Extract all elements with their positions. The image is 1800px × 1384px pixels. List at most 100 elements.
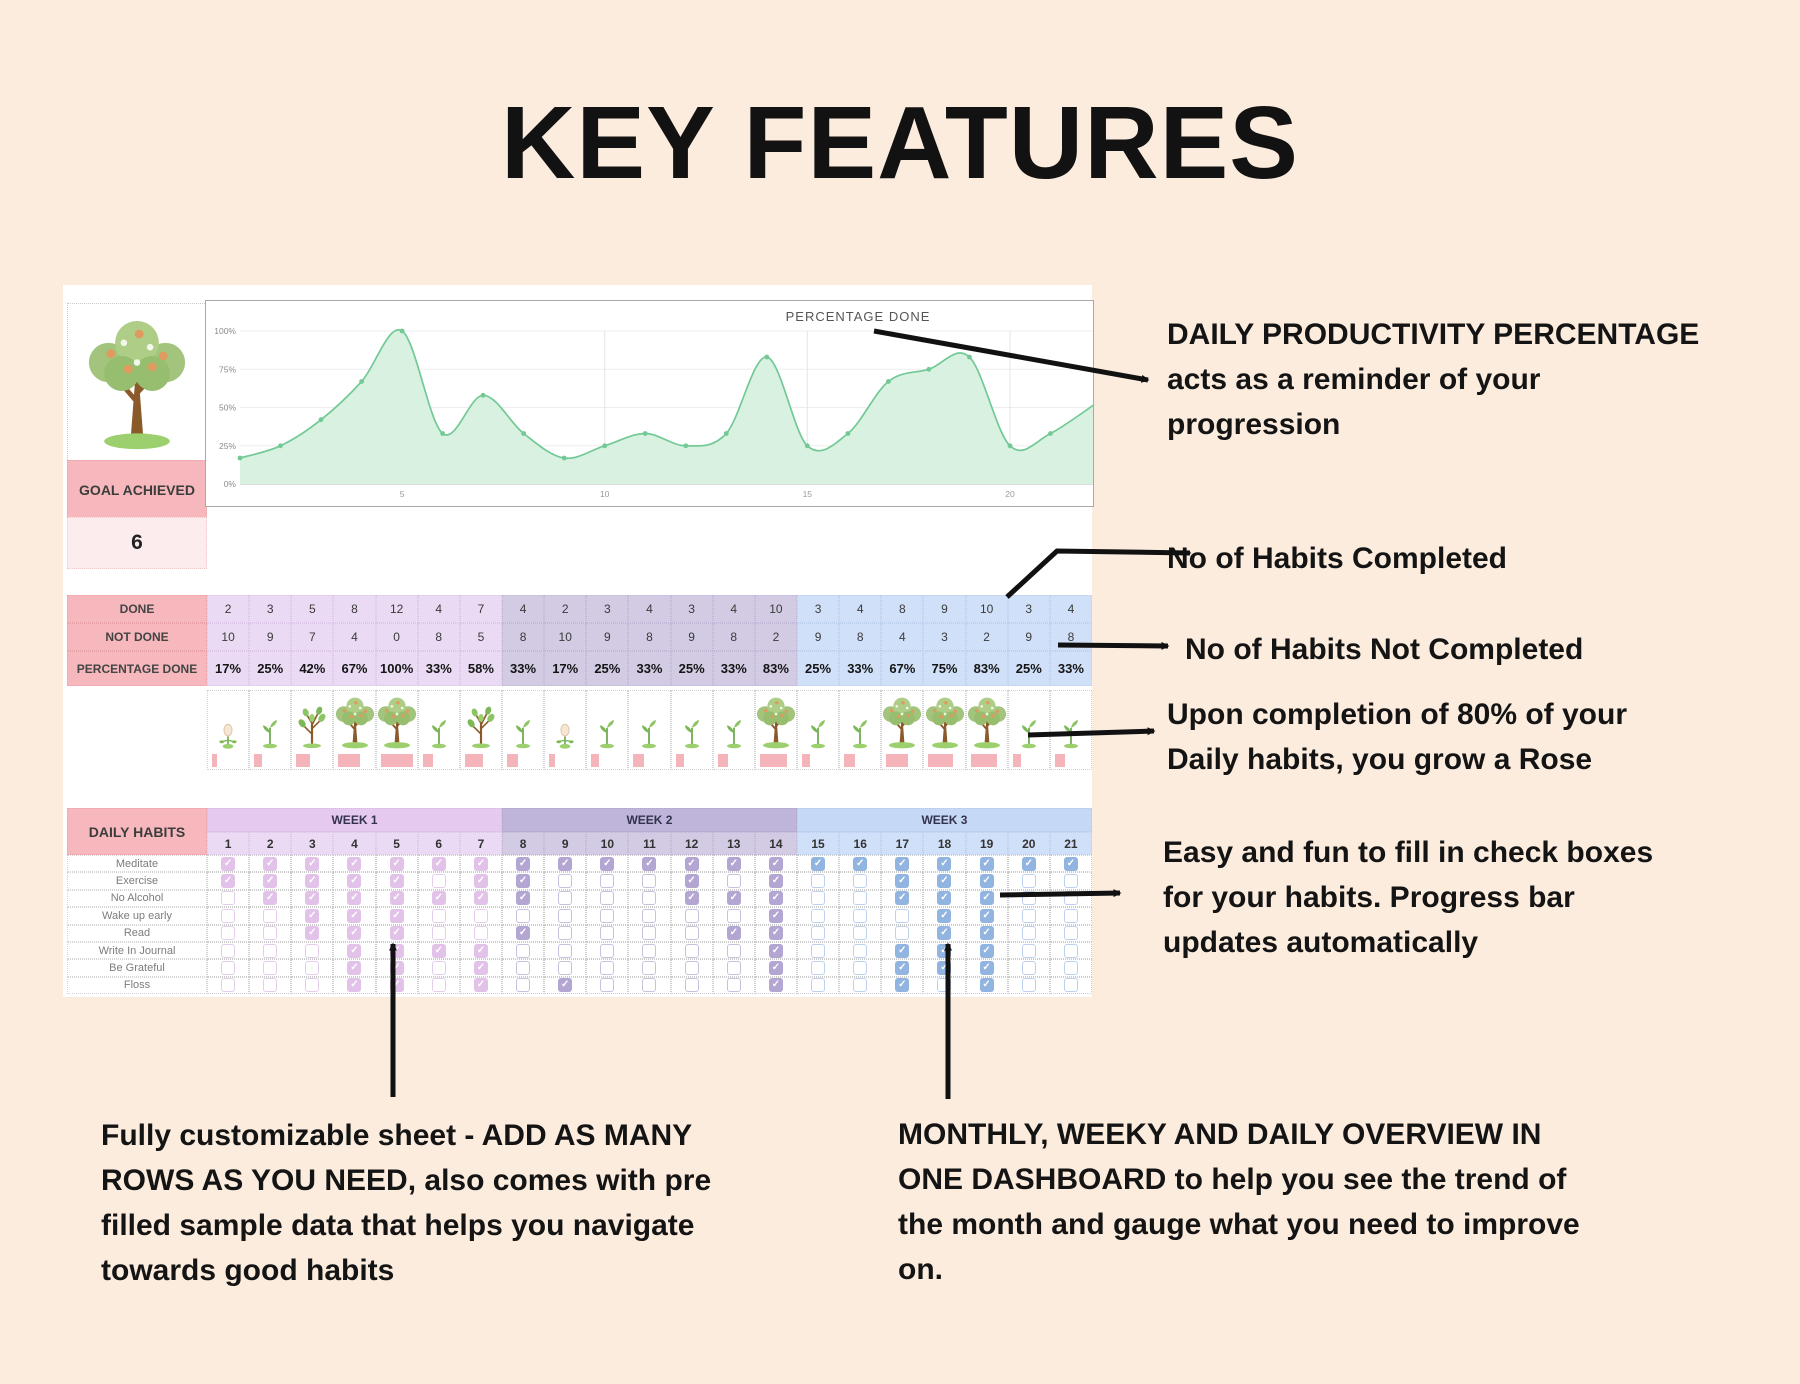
habit-checkbox-read-day-1[interactable]: [221, 926, 236, 941]
habit-checkbox-read-day-6[interactable]: [431, 926, 446, 941]
habit-checkbox-meditate-day-1[interactable]: ✓: [221, 856, 236, 871]
habit-checkbox-floss-day-13[interactable]: [726, 978, 741, 993]
habit-checkbox-exercise-day-6[interactable]: [431, 874, 446, 889]
habit-checkbox-write-in-journal-day-9[interactable]: [558, 943, 573, 958]
habit-checkbox-exercise-day-14[interactable]: ✓: [768, 874, 783, 889]
summary-cell-day-14[interactable]: 83%: [754, 651, 797, 686]
habit-checkbox-exercise-day-11[interactable]: [642, 874, 657, 889]
summary-cell-day-16[interactable]: 8: [839, 623, 882, 651]
habit-checkbox-floss-day-3[interactable]: [305, 978, 320, 993]
habit-checkbox-floss-day-16[interactable]: [853, 978, 868, 993]
habit-checkbox-be-grateful-day-15[interactable]: [811, 961, 826, 976]
habit-checkbox-no-alcohol-day-14[interactable]: ✓: [768, 891, 783, 906]
habit-checkbox-read-day-3[interactable]: ✓: [305, 926, 320, 941]
habit-checkbox-exercise-day-9[interactable]: [558, 874, 573, 889]
habit-checkbox-read-day-9[interactable]: [558, 926, 573, 941]
summary-cell-day-13[interactable]: 8: [712, 623, 755, 651]
habit-checkbox-meditate-day-11[interactable]: ✓: [642, 856, 657, 871]
habit-checkbox-write-in-journal-day-14[interactable]: ✓: [768, 943, 783, 958]
habit-checkbox-be-grateful-day-3[interactable]: [305, 961, 320, 976]
habit-checkbox-read-day-12[interactable]: [684, 926, 699, 941]
habit-checkbox-read-day-10[interactable]: [600, 926, 615, 941]
habit-checkbox-wake-up-early-day-19[interactable]: ✓: [979, 908, 994, 923]
summary-cell-day-15[interactable]: 3: [796, 595, 840, 623]
habit-checkbox-exercise-day-18[interactable]: ✓: [937, 874, 952, 889]
habit-checkbox-no-alcohol-day-1[interactable]: [221, 891, 236, 906]
habit-checkbox-exercise-day-19[interactable]: ✓: [979, 874, 994, 889]
habit-checkbox-read-day-14[interactable]: ✓: [768, 926, 783, 941]
habit-checkbox-floss-day-20[interactable]: [1021, 978, 1036, 993]
summary-cell-day-6[interactable]: 4: [417, 595, 460, 623]
summary-cell-day-8[interactable]: 8: [501, 623, 545, 651]
habit-checkbox-read-day-17[interactable]: [895, 926, 910, 941]
habit-checkbox-exercise-day-4[interactable]: ✓: [347, 874, 362, 889]
habit-checkbox-meditate-day-5[interactable]: ✓: [389, 856, 404, 871]
habit-checkbox-floss-day-5[interactable]: ✓: [389, 978, 404, 993]
habit-checkbox-meditate-day-16[interactable]: ✓: [853, 856, 868, 871]
summary-cell-day-1[interactable]: 17%: [207, 651, 250, 686]
summary-cell-day-3[interactable]: 42%: [291, 651, 334, 686]
habit-checkbox-be-grateful-day-13[interactable]: [726, 961, 741, 976]
habit-checkbox-exercise-day-1[interactable]: ✓: [221, 874, 236, 889]
habit-checkbox-floss-day-9[interactable]: ✓: [558, 978, 573, 993]
habit-checkbox-no-alcohol-day-4[interactable]: ✓: [347, 891, 362, 906]
summary-cell-day-8[interactable]: 4: [501, 595, 545, 623]
habit-checkbox-no-alcohol-day-21[interactable]: [1063, 891, 1078, 906]
habit-checkbox-be-grateful-day-21[interactable]: [1063, 961, 1078, 976]
habit-checkbox-be-grateful-day-8[interactable]: [516, 961, 531, 976]
habit-checkbox-floss-day-15[interactable]: [811, 978, 826, 993]
habit-checkbox-meditate-day-9[interactable]: ✓: [558, 856, 573, 871]
habit-checkbox-be-grateful-day-12[interactable]: [684, 961, 699, 976]
habit-checkbox-floss-day-18[interactable]: [937, 978, 952, 993]
habit-checkbox-write-in-journal-day-3[interactable]: [305, 943, 320, 958]
summary-cell-day-20[interactable]: 25%: [1007, 651, 1050, 686]
summary-cell-day-7[interactable]: 5: [459, 623, 502, 651]
summary-cell-day-17[interactable]: 67%: [881, 651, 924, 686]
summary-cell-day-20[interactable]: 3: [1007, 595, 1050, 623]
habit-checkbox-no-alcohol-day-12[interactable]: ✓: [684, 891, 699, 906]
habit-checkbox-floss-day-10[interactable]: [600, 978, 615, 993]
habit-checkbox-wake-up-early-day-16[interactable]: [853, 908, 868, 923]
summary-cell-day-21[interactable]: 33%: [1049, 651, 1092, 686]
habit-checkbox-write-in-journal-day-13[interactable]: [726, 943, 741, 958]
summary-cell-day-11[interactable]: 8: [628, 623, 671, 651]
summary-cell-day-7[interactable]: 7: [459, 595, 502, 623]
habit-checkbox-write-in-journal-day-21[interactable]: [1063, 943, 1078, 958]
summary-cell-day-10[interactable]: 9: [586, 623, 629, 651]
summary-cell-day-9[interactable]: 10: [544, 623, 587, 651]
habit-checkbox-no-alcohol-day-5[interactable]: ✓: [389, 891, 404, 906]
habit-checkbox-read-day-13[interactable]: ✓: [726, 926, 741, 941]
habit-checkbox-floss-day-19[interactable]: ✓: [979, 978, 994, 993]
summary-cell-day-16[interactable]: 33%: [839, 651, 882, 686]
habit-checkbox-exercise-day-21[interactable]: [1063, 874, 1078, 889]
habit-checkbox-wake-up-early-day-5[interactable]: ✓: [389, 908, 404, 923]
habit-checkbox-meditate-day-19[interactable]: ✓: [979, 856, 994, 871]
habit-checkbox-meditate-day-10[interactable]: ✓: [600, 856, 615, 871]
habit-checkbox-no-alcohol-day-8[interactable]: ✓: [516, 891, 531, 906]
summary-cell-day-8[interactable]: 33%: [501, 651, 545, 686]
habit-checkbox-wake-up-early-day-17[interactable]: [895, 908, 910, 923]
summary-cell-day-6[interactable]: 8: [417, 623, 460, 651]
habit-checkbox-read-day-11[interactable]: [642, 926, 657, 941]
habit-checkbox-write-in-journal-day-5[interactable]: ✓: [389, 943, 404, 958]
habit-checkbox-meditate-day-13[interactable]: ✓: [726, 856, 741, 871]
habit-checkbox-exercise-day-15[interactable]: [811, 874, 826, 889]
summary-cell-day-17[interactable]: 4: [881, 623, 924, 651]
habit-checkbox-write-in-journal-day-10[interactable]: [600, 943, 615, 958]
habit-checkbox-floss-day-12[interactable]: [684, 978, 699, 993]
summary-cell-day-3[interactable]: 7: [291, 623, 334, 651]
habit-checkbox-wake-up-early-day-3[interactable]: ✓: [305, 908, 320, 923]
summary-cell-day-2[interactable]: 9: [249, 623, 292, 651]
habit-checkbox-wake-up-early-day-7[interactable]: [473, 908, 488, 923]
summary-cell-day-12[interactable]: 9: [670, 623, 713, 651]
habit-checkbox-floss-day-17[interactable]: ✓: [895, 978, 910, 993]
summary-cell-day-1[interactable]: 2: [207, 595, 250, 623]
habit-checkbox-meditate-day-18[interactable]: ✓: [937, 856, 952, 871]
habit-checkbox-floss-day-21[interactable]: [1063, 978, 1078, 993]
habit-checkbox-read-day-2[interactable]: [263, 926, 278, 941]
habit-checkbox-write-in-journal-day-2[interactable]: [263, 943, 278, 958]
habit-checkbox-meditate-day-6[interactable]: ✓: [431, 856, 446, 871]
habit-checkbox-no-alcohol-day-16[interactable]: [853, 891, 868, 906]
summary-cell-day-11[interactable]: 33%: [628, 651, 671, 686]
habit-checkbox-meditate-day-21[interactable]: ✓: [1063, 856, 1078, 871]
